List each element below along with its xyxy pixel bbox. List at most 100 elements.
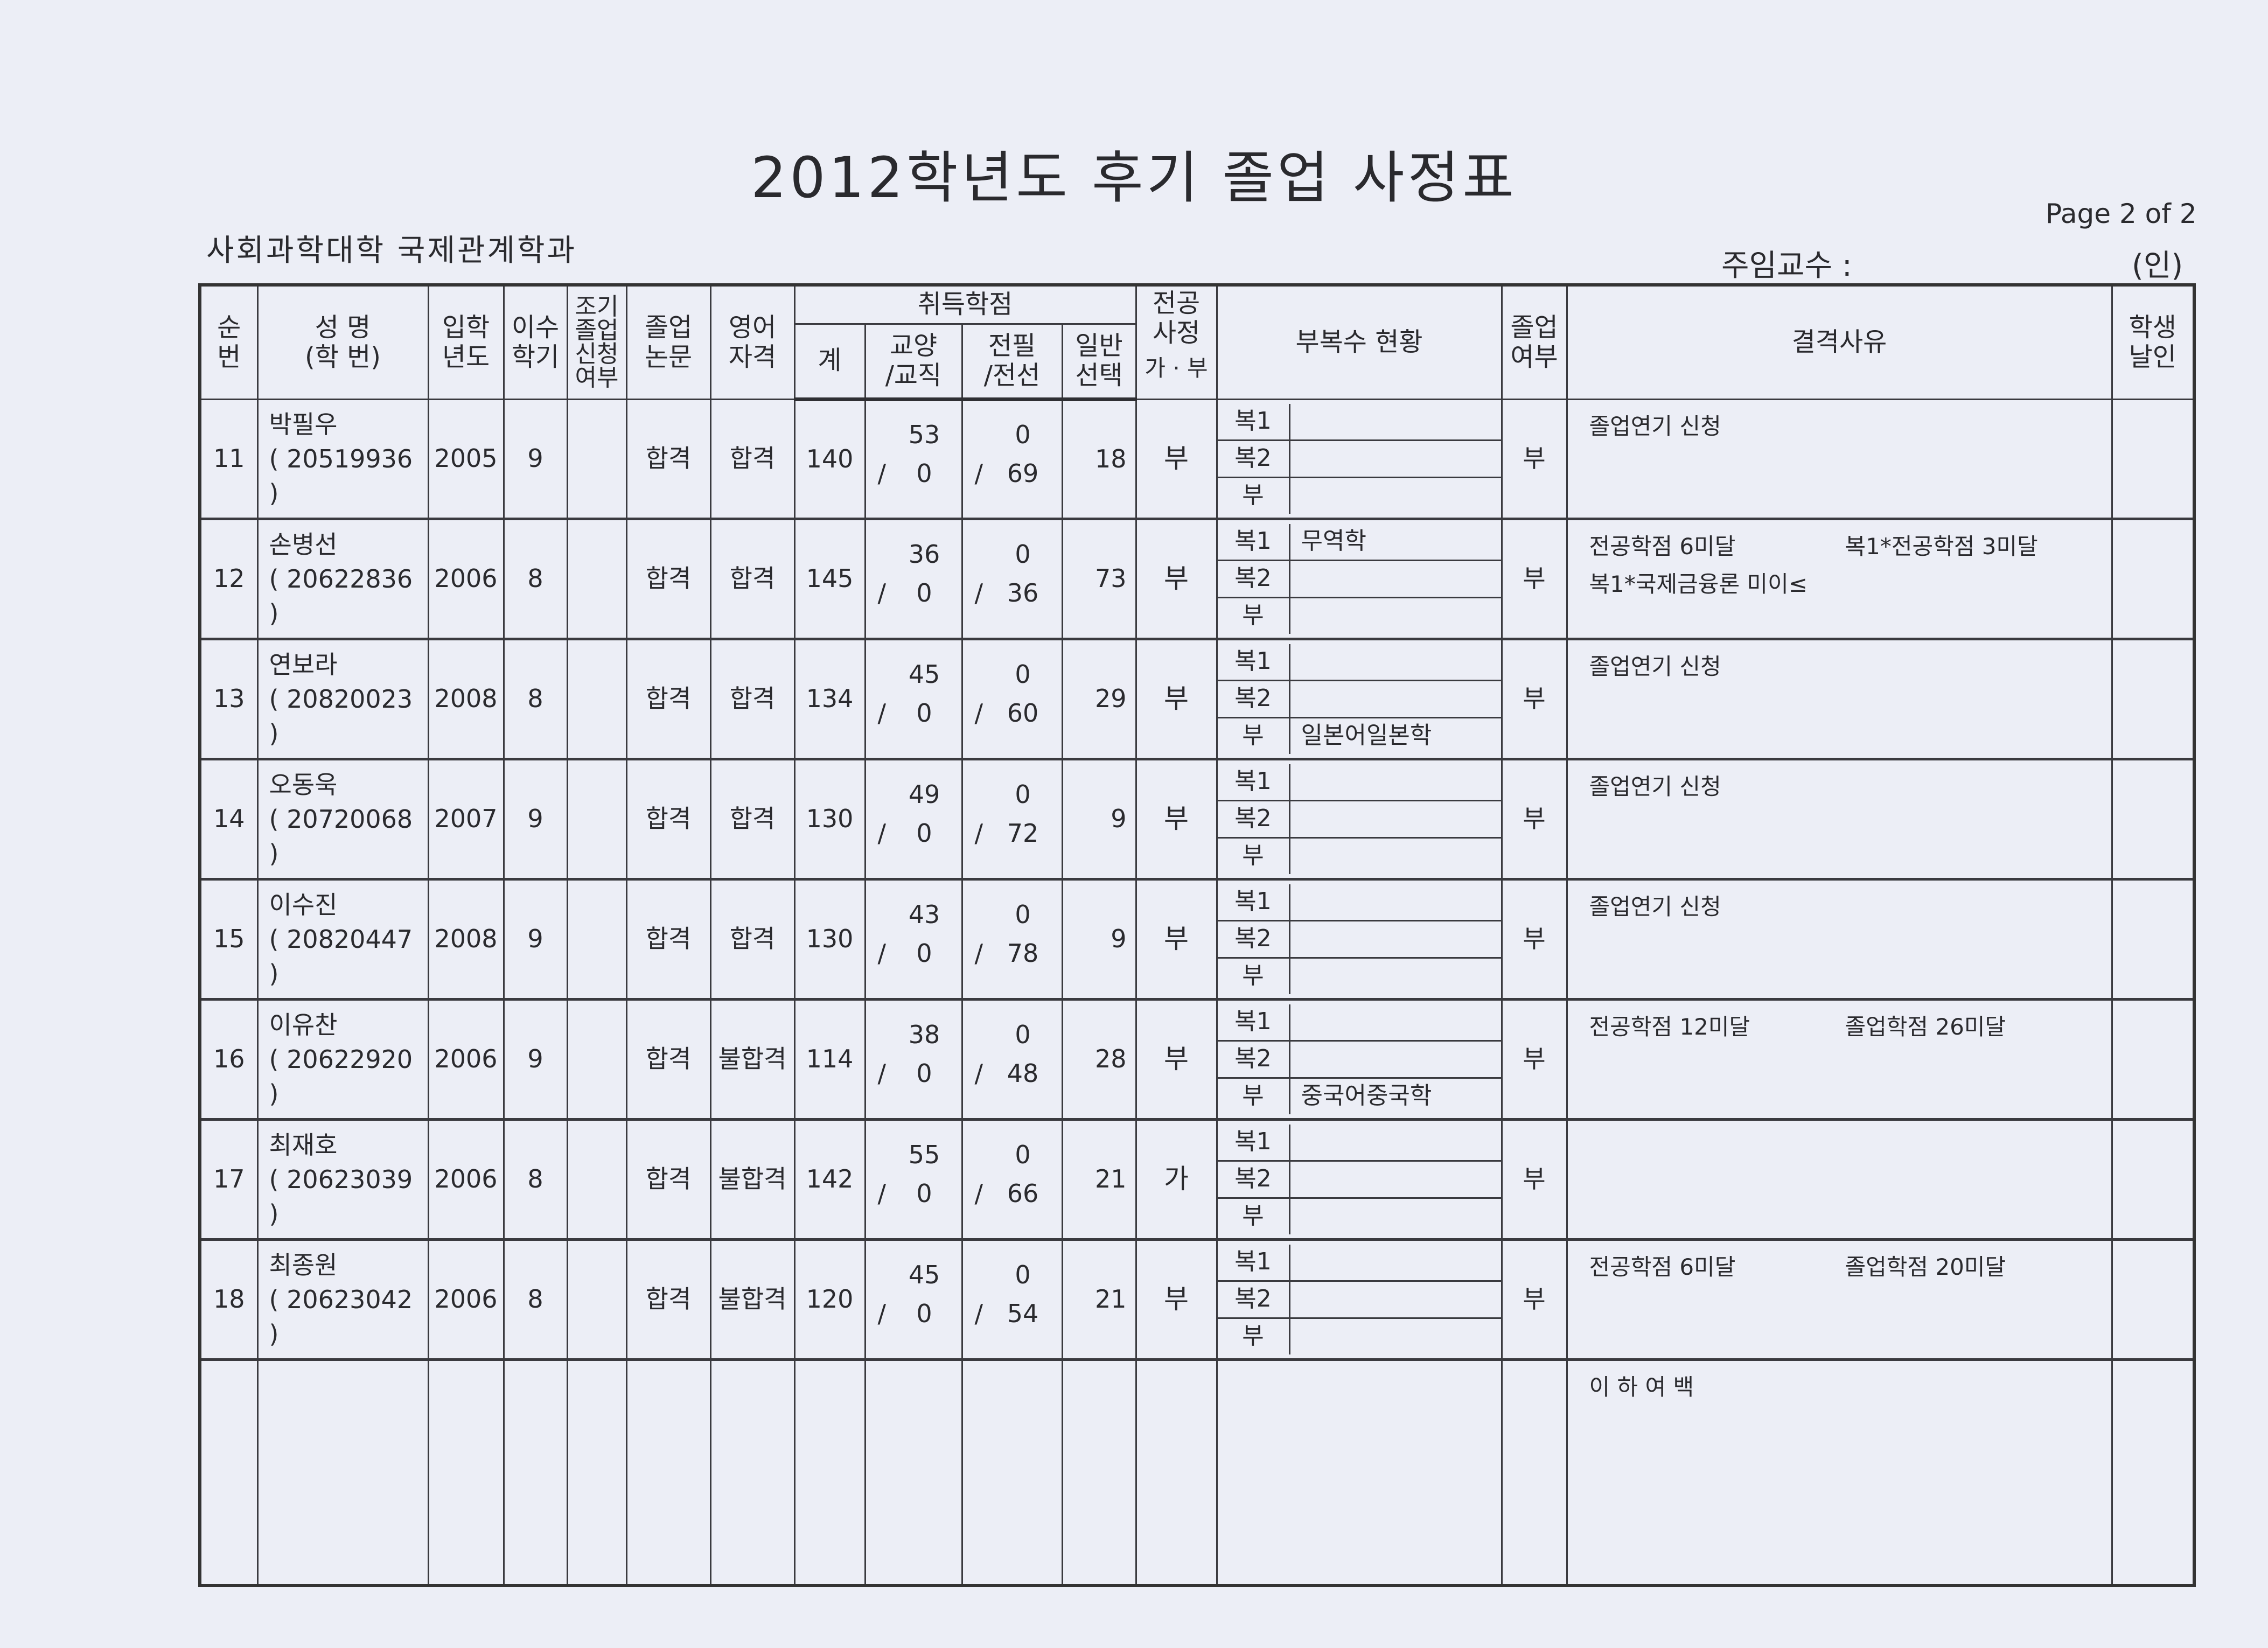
header-name: 성 명 (학 번) (256, 284, 429, 400)
liberal-value: 53 (908, 420, 940, 449)
row-number: 13 (199, 638, 259, 760)
header-english: 영어 자격 (709, 284, 795, 400)
slash: / (877, 578, 887, 607)
credits-total: 130 (793, 758, 866, 881)
thesis-result: 합격 (625, 1238, 711, 1361)
semesters: 8 (503, 518, 568, 640)
student-stamp (2111, 878, 2195, 1001)
student-id: ( 20820023 ) (269, 684, 413, 748)
table-row: 16 이유찬 ( 20622920 ) 2006 9 합격 불합격 114 38 / 0 0 / 48 28… (199, 998, 2195, 1121)
minor-value (1290, 764, 1501, 800)
semesters: 9 (503, 398, 568, 520)
liberal-credits: 36 / 0 (864, 518, 963, 640)
header-year: 입학 년도 (427, 284, 505, 400)
early-graduation (566, 998, 627, 1121)
english-result: 불합격 (709, 1118, 795, 1241)
student-name: 최종원 (269, 1250, 338, 1280)
minor-status: 복1 복2 부 (1216, 1118, 1503, 1241)
major-elective-value: 60 (1007, 698, 1039, 728)
minor-label: 부 (1218, 478, 1290, 514)
student-stamp (2111, 758, 2195, 881)
minor-value (1290, 441, 1501, 477)
student-name: 이유찬 (269, 1010, 338, 1039)
minor-label: 복2 (1218, 801, 1290, 837)
row-number: 14 (199, 758, 259, 881)
major-required-value: 0 (1015, 1140, 1031, 1169)
major-review: 부 (1135, 638, 1218, 760)
slash: / (877, 818, 887, 848)
minor-lines: 복1 복2 부 (1217, 1244, 1501, 1354)
page-number: Page 2 of 2 (2046, 198, 2197, 229)
minor-value (1290, 801, 1501, 837)
major-elective-value: 78 (1007, 938, 1039, 968)
major-fraction: 0 / 36 (963, 524, 1062, 634)
reason-item: 졸업연기 신청 (1589, 893, 1721, 920)
table-body: 11 박필우( 20519936 ) 2005 9 합격 합격 140 53/0 0/69 18 부… (199, 398, 2195, 1586)
minor-lines: 복1 복2 부 일본어일본학 (1217, 644, 1501, 754)
disqualification-reason: 졸업연기 신청 (1566, 398, 2113, 520)
minor-label: 복1 (1218, 644, 1290, 680)
student-cell: 이유찬 ( 20622920 ) (256, 998, 429, 1121)
slash: / (974, 458, 983, 488)
disqualification-reason: 졸업연기 신청 (1566, 638, 2113, 760)
reason-line: 졸업연기 신청 (1589, 888, 2111, 926)
major-required-value: 0 (1015, 779, 1031, 809)
general-elective: 9 (1061, 878, 1137, 1001)
graduation-status: 부 (1501, 1118, 1568, 1241)
credits-total: 145 (793, 518, 866, 640)
liberal-credits: 55 / 0 (864, 1118, 963, 1241)
liberal-value: 45 (908, 659, 940, 689)
minor-value (1290, 1245, 1501, 1280)
reason-item: 졸업연기 신청 (1589, 653, 1721, 680)
minor-value (1290, 681, 1501, 717)
minor-line: 복2 (1217, 1281, 1501, 1319)
disqualification-reason: 졸업연기 신청 (1566, 878, 2113, 1001)
student-name: 이수진 (269, 890, 338, 919)
general-elective: 73 (1061, 518, 1137, 640)
minor-value (1290, 644, 1501, 680)
disqualification-reason (1566, 1118, 2113, 1241)
minor-line: 부 (1218, 1318, 1501, 1354)
header-total: 계 (793, 323, 866, 401)
early-graduation (566, 758, 627, 881)
minor-label: 복1 (1218, 523, 1290, 560)
minor-value (1290, 1042, 1501, 1077)
thesis-result: 합격 (625, 1118, 711, 1241)
minor-line: 복2 (1217, 1041, 1501, 1079)
admission-year: 2006 (427, 998, 505, 1121)
major-fraction: 0 / 66 (963, 1125, 1062, 1234)
major-required-value: 0 (1015, 539, 1031, 569)
minor-line: 부 중국어중국학 (1218, 1078, 1501, 1114)
student-name: 박필우 (269, 409, 338, 439)
minor-label: 복2 (1218, 1161, 1290, 1197)
minor-value (1290, 478, 1501, 514)
minor-value (1290, 1282, 1501, 1317)
minor-line: 복1 (1217, 884, 1501, 921)
header-general: 일반 선택 (1061, 323, 1137, 401)
student-name: 손병선 (269, 529, 338, 559)
minor-label: 복2 (1218, 681, 1290, 717)
blank-cell (503, 1358, 568, 1586)
disqualification-reason: 졸업연기 신청 (1566, 758, 2113, 881)
liberal-credits: 53 / 0 (864, 398, 963, 520)
minor-line: 복2 (1217, 681, 1501, 718)
student-stamp (2111, 638, 2195, 760)
minor-value: 무역학 (1301, 527, 1366, 555)
blank-cell (961, 1358, 1063, 1586)
reason-line: 전공학점 12미달 졸업학점 26미달 (1589, 1008, 2111, 1046)
graduation-status: 부 (1501, 1238, 1568, 1361)
minor-value (1290, 839, 1501, 874)
blank-note-cell: 이 하 여 백 (1566, 1358, 2113, 1586)
minor-label: 부 (1218, 1198, 1290, 1234)
graduation-status: 부 (1501, 518, 1568, 640)
header-semesters: 이수 학기 (503, 284, 568, 400)
slash: / (974, 938, 983, 968)
minor-line: 복1 (1217, 1004, 1501, 1042)
minor-value (1290, 1004, 1501, 1040)
english-result: 합격 (709, 518, 795, 640)
minor-label: 복1 (1218, 403, 1290, 439)
thesis-result: 합격 (625, 878, 711, 1001)
row-number: 16 (199, 998, 259, 1121)
blank-cell (427, 1358, 505, 1586)
thesis-result: 합격 (625, 518, 711, 640)
